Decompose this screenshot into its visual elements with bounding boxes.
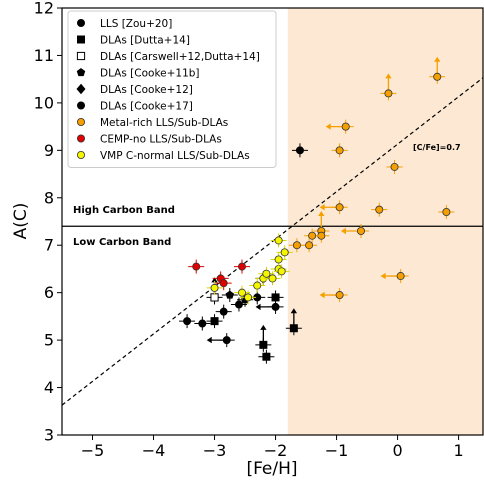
legend-marker	[77, 118, 84, 125]
legend-label: DLAs [Cooke+12]	[100, 84, 193, 96]
limit-arrow-head	[260, 325, 266, 330]
y-tick-label: 8	[44, 188, 54, 207]
data-point	[397, 272, 404, 279]
data-point	[211, 284, 218, 291]
shaded-region	[288, 8, 483, 435]
x-tick-label: −3	[203, 441, 227, 460]
x-tick-label: 0	[392, 441, 402, 460]
data-point	[306, 242, 313, 249]
legend-marker	[77, 36, 84, 43]
legend-marker	[77, 135, 84, 142]
data-point	[183, 318, 190, 325]
data-point	[199, 320, 206, 327]
y-axis-title: A(C)	[11, 203, 31, 240]
data-point	[238, 263, 245, 270]
data-point	[254, 282, 261, 289]
data-point	[336, 291, 343, 298]
data-point	[434, 73, 441, 80]
data-point	[269, 275, 276, 282]
series-8	[207, 233, 293, 304]
data-point	[226, 291, 234, 298]
data-point	[342, 123, 349, 130]
legend-label: CEMP-no LLS/Sub-DLAs	[100, 133, 222, 145]
data-point	[211, 318, 218, 325]
series-5	[179, 290, 283, 347]
series-7	[188, 260, 250, 291]
legend-label: DLAs [Carswell+12,Dutta+14]	[100, 51, 260, 63]
data-point	[220, 280, 227, 287]
x-tick-label: −5	[81, 441, 105, 460]
y-tick-label: 10	[34, 93, 54, 112]
data-point	[223, 337, 230, 344]
data-point	[235, 301, 242, 308]
data-point	[385, 90, 392, 97]
data-point	[336, 204, 343, 211]
legend-marker	[77, 19, 84, 26]
data-point	[357, 227, 364, 234]
legend-marker	[77, 52, 84, 59]
data-point	[281, 249, 288, 256]
y-tick-label: 7	[44, 236, 54, 255]
x-tick-label: −1	[325, 441, 349, 460]
legend-label: LLS [Zou+20]	[100, 18, 172, 30]
y-tick-label: 6	[44, 283, 54, 302]
y-tick-label: 11	[34, 46, 54, 65]
legend-label: Metal-rich LLS/Sub-DLAs	[100, 117, 228, 129]
legend-label: DLAs [Cooke+17]	[100, 100, 193, 112]
x-tick-label: 1	[454, 441, 464, 460]
x-axis-title: [Fe/H]	[246, 459, 297, 479]
x-tick-label: −2	[264, 441, 288, 460]
legend-marker	[77, 151, 84, 158]
low-carbon-band-label: Low Carbon Band	[73, 237, 171, 248]
data-point	[290, 325, 297, 332]
data-point	[376, 206, 383, 213]
legend-label: DLAs [Dutta+14]	[100, 34, 190, 46]
legend-label: DLAs [Cooke+11b]	[100, 67, 200, 79]
data-point	[263, 270, 270, 277]
data-point	[193, 263, 200, 270]
data-point	[278, 268, 285, 275]
data-point	[293, 242, 300, 249]
data-point	[391, 163, 398, 170]
data-point	[238, 289, 245, 296]
data-point	[260, 341, 267, 348]
legend-label: VMP C-normal LLS/Sub-DLAs	[100, 150, 250, 162]
series-1	[207, 290, 302, 363]
data-point	[275, 237, 282, 244]
data-point	[275, 256, 282, 263]
y-tick-label: 9	[44, 141, 54, 160]
data-point	[336, 147, 343, 154]
data-point	[244, 294, 251, 301]
legend-marker	[77, 102, 84, 109]
high-carbon-band-label: High Carbon Band	[73, 205, 175, 216]
y-tick-label: 12	[34, 0, 54, 18]
data-point	[220, 308, 227, 315]
data-point	[443, 208, 450, 215]
y-tick-label: 4	[44, 378, 54, 397]
limit-arrow-head	[256, 304, 261, 310]
data-point	[272, 303, 279, 310]
y-tick-label: 3	[44, 426, 54, 445]
reference-line-label: [C/Fe]=0.7	[413, 143, 461, 152]
limit-arrow-head	[207, 337, 212, 343]
data-point	[296, 147, 303, 154]
y-tick-label: 5	[44, 331, 54, 350]
data-point	[263, 353, 270, 360]
data-point	[309, 232, 316, 239]
x-tick-label: −4	[142, 441, 166, 460]
legend: LLS [Zou+20] DLAs [Dutta+14] DLAs [Carswel…	[68, 11, 276, 168]
